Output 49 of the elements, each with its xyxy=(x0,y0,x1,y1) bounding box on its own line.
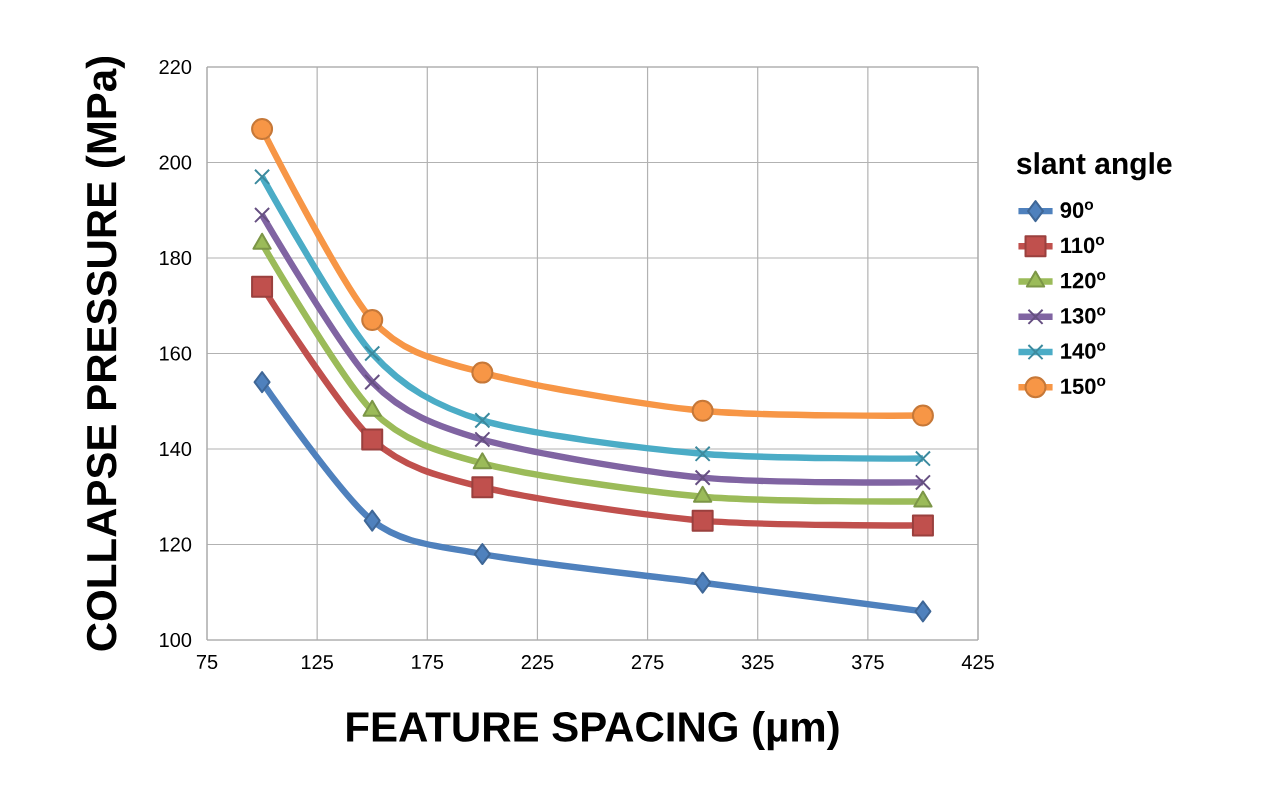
legend-label: 120$^{o}$ xyxy=(1061,271,1106,289)
point xyxy=(694,469,711,486)
y-axis-title: COLLAPSE PRESSURE (MPa) xyxy=(85,56,125,651)
point xyxy=(361,309,384,332)
legend-label: 150$^{o}$ xyxy=(1061,377,1106,395)
y-tick-label: 100 xyxy=(160,632,192,648)
point xyxy=(694,445,711,462)
point xyxy=(911,514,934,537)
y-tick-label: 140 xyxy=(160,441,192,457)
point xyxy=(691,509,714,532)
point xyxy=(251,275,274,298)
x-tick-label: 225 xyxy=(521,655,554,670)
point xyxy=(474,431,491,448)
legend-label: 110$^{o}$ xyxy=(1061,236,1105,254)
point xyxy=(691,399,714,422)
point xyxy=(364,345,381,362)
point xyxy=(363,509,381,532)
x-tick-label: 175 xyxy=(412,655,444,670)
point xyxy=(251,118,274,141)
x-tick-label: 275 xyxy=(631,655,664,670)
y-tick-label: 160 xyxy=(160,346,192,361)
legend-label: 90$^{o}$ xyxy=(1060,201,1094,218)
point xyxy=(254,206,271,224)
x-tick-label: 125 xyxy=(302,655,333,670)
point xyxy=(914,450,931,467)
y-tick-label: 180 xyxy=(160,250,192,266)
point xyxy=(471,476,494,499)
x-tick-label: 425 xyxy=(961,655,994,670)
legend-label: 140$^{o}$ xyxy=(1061,342,1106,359)
y-tick-label: 200 xyxy=(159,155,192,170)
point xyxy=(471,361,494,384)
legend-title: slant angle xyxy=(1016,152,1172,181)
y-tick-label: 220 xyxy=(159,59,192,75)
legend-label: 130$^{o}$ xyxy=(1061,307,1106,324)
point xyxy=(914,474,931,491)
x-tick-label: 375 xyxy=(851,655,884,670)
point xyxy=(694,571,712,594)
point xyxy=(914,600,932,623)
point xyxy=(254,168,271,185)
y-tick-label: 120 xyxy=(160,537,192,552)
point xyxy=(911,404,934,427)
x-axis-title: FEATURE SPACING (µm) xyxy=(347,710,839,751)
point xyxy=(474,412,491,429)
x-tick-label: 325 xyxy=(741,655,774,670)
point xyxy=(473,543,491,566)
point xyxy=(253,371,271,394)
point xyxy=(361,428,384,451)
point xyxy=(364,374,381,391)
x-tick-label: 75 xyxy=(196,655,218,670)
